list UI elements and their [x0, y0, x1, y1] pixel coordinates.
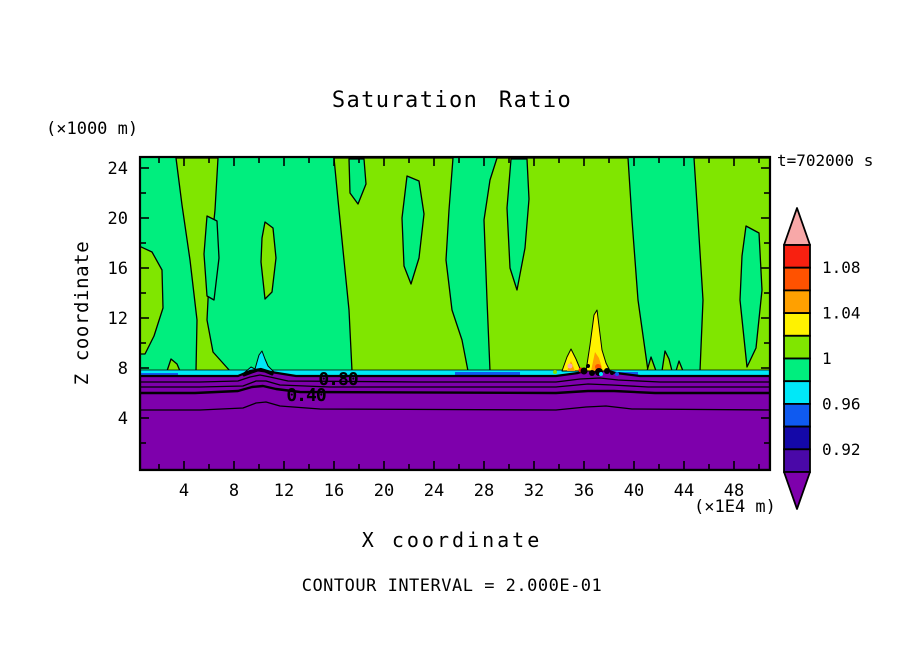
region-ch-sliver-3 — [260, 221, 277, 300]
contour-line-4 — [242, 368, 274, 377]
x-tick-label: 48 — [724, 481, 744, 501]
region-spring-oval-6 — [739, 225, 763, 368]
spot-blue — [615, 372, 619, 376]
spot-chartreuse — [553, 370, 557, 374]
colorbar-segment-navy — [783, 425, 811, 451]
time-label: t=702000 s — [777, 151, 874, 170]
z-tick-label: 12 — [108, 309, 128, 329]
x-tick-label: 44 — [674, 481, 694, 501]
contour-interval-label: CONTOUR INTERVAL = 2.000E-01 — [301, 576, 603, 596]
region-cyan-peak — [243, 350, 275, 374]
z-axis-units-label: (×1000 m) — [46, 119, 139, 139]
colorbar-value-label: 1.08 — [822, 258, 861, 277]
x-tick-label: 12 — [274, 481, 294, 501]
region-spring-oval-4 — [401, 175, 425, 285]
spot-line — [586, 364, 590, 368]
colorbar-segment-chartreuse — [783, 334, 811, 360]
spot-cyan — [599, 372, 603, 376]
contour-line-3 — [140, 401, 770, 411]
x-tick-label: 20 — [374, 481, 394, 501]
x-tick-label: 36 — [574, 481, 594, 501]
colorbar-segment-cyan — [783, 380, 811, 405]
colorbar-segment-yellow — [783, 312, 811, 337]
region-main-flame-yellow — [585, 309, 611, 372]
region-spring-finger-5 — [506, 158, 530, 291]
spot-line — [589, 370, 595, 376]
contour-value-label: 0.40 — [286, 385, 326, 406]
x-tick-label: 8 — [229, 481, 239, 501]
spot-line — [604, 368, 610, 374]
contour-line-0 — [140, 374, 770, 383]
colorbar-segment-violet — [783, 448, 811, 473]
colorbar-value-label: 0.92 — [822, 440, 861, 459]
colorbar-segment-spring — [783, 357, 811, 383]
contour-line-2 — [140, 384, 770, 395]
plot-frame — [138, 155, 772, 472]
region-spring-sliver-2 — [203, 215, 220, 301]
region-purple-layer — [140, 367, 770, 470]
colorbar-segment-orange — [783, 289, 811, 314]
z-tick-label: 16 — [108, 259, 128, 279]
colorbar-value-label: 0.96 — [822, 394, 861, 413]
x-axis-title: X coordinate — [361, 528, 543, 552]
region-ch-left-band — [140, 245, 164, 355]
spot-pink — [567, 363, 573, 369]
colorbar-segment-orangered — [783, 266, 811, 292]
x-tick-label: 28 — [474, 481, 494, 501]
colorbar-segment-red — [783, 244, 811, 269]
x-tick-label: 4 — [179, 481, 189, 501]
x-tick-label: 16 — [324, 481, 344, 501]
contour-value-label: 0.80 — [318, 369, 358, 390]
region-small-flame-yellow — [561, 348, 582, 372]
z-tick-label: 20 — [108, 209, 128, 229]
region-spring-sliver-4 — [348, 158, 367, 205]
x-tick-label: 32 — [524, 481, 544, 501]
contour-line-1 — [140, 380, 770, 388]
colorbar-top-arrow — [783, 207, 811, 246]
colorbar-value-label: 1.04 — [822, 304, 861, 323]
spot-line — [610, 371, 614, 375]
z-tick-label: 24 — [108, 159, 128, 179]
colorbar-value-label: 1 — [822, 349, 832, 368]
contour-field: 0.800.40 — [140, 157, 770, 470]
region-ch-band-2 — [175, 157, 231, 372]
colorbar-bottom-arrow — [783, 471, 811, 510]
spot-line — [580, 367, 588, 375]
x-tick-label: 24 — [424, 481, 444, 501]
region-ch-band-4 — [333, 157, 469, 372]
x-axis-units-label: (×1E4 m) — [694, 497, 776, 517]
colorbar-segment-blue — [783, 402, 811, 428]
z-tick-label: 4 — [118, 409, 128, 429]
x-tick-label: 40 — [624, 481, 644, 501]
z-tick-label: 8 — [118, 359, 128, 379]
chart-title: Saturation Ratio — [331, 88, 573, 113]
